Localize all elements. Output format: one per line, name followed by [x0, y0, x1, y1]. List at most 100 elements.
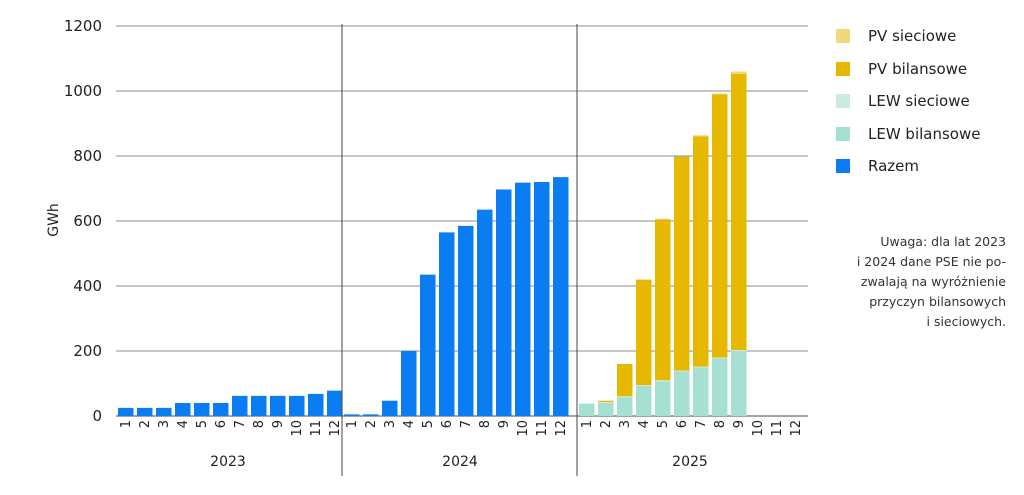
bar-segment: [712, 94, 728, 358]
bar-segment: [308, 393, 324, 416]
note: Uwaga: dla lat 2023 i 2024 dane PSE nie …: [806, 232, 1006, 332]
month-label: 6: [214, 420, 229, 428]
month-label: 11: [309, 420, 324, 437]
bar-segment: [439, 232, 455, 416]
month-label: 9: [271, 420, 286, 428]
month-label: 1: [119, 420, 134, 428]
y-tick-label: 400: [73, 277, 102, 295]
bar-segment: [693, 136, 709, 367]
bar-segment: [251, 395, 267, 416]
month-label: 9: [497, 420, 512, 428]
bar-segment: [674, 156, 690, 371]
month-label: 4: [637, 420, 652, 428]
bar-segment: [270, 395, 286, 416]
note-line: Uwaga: dla lat 2023: [880, 234, 1006, 249]
bar-segment: [674, 371, 690, 416]
month-label: 5: [195, 420, 210, 428]
bar-segment: [598, 400, 614, 402]
legend-item: PV sieciowe: [836, 20, 980, 53]
y-tick-label: 800: [73, 147, 102, 165]
bar-segment: [712, 358, 728, 416]
month-label: 1: [345, 420, 360, 428]
month-label: 2: [138, 420, 153, 428]
legend-label: PV bilansowe: [868, 59, 968, 78]
bar-segment: [420, 274, 436, 416]
month-label: 12: [789, 420, 804, 437]
month-label: 8: [713, 420, 728, 428]
month-label: 11: [535, 420, 550, 437]
month-label: 8: [478, 420, 493, 428]
bar-segment: [636, 385, 652, 386]
month-label: 10: [516, 420, 531, 437]
bar-segment: [655, 218, 671, 220]
month-label: 3: [618, 420, 633, 428]
bar-segment: [655, 380, 671, 382]
bar-segment: [617, 397, 633, 416]
bar-segment: [598, 403, 614, 416]
legend-item: Razem: [836, 150, 980, 183]
month-label: 3: [383, 420, 398, 428]
legend-label: LEW sieciowe: [868, 92, 970, 111]
bar-segment: [693, 367, 709, 416]
bar-segment: [693, 366, 709, 368]
legend-label: Razem: [868, 157, 919, 176]
bar-segment: [617, 396, 633, 398]
bar-segment: [363, 414, 379, 416]
bar-segment: [477, 209, 493, 416]
month-label: 4: [402, 420, 417, 428]
y-tick-label: 1000: [64, 82, 102, 100]
month-label: 12: [554, 420, 569, 437]
bar-segment: [496, 189, 512, 416]
bar-segment: [712, 357, 728, 359]
bar-segment: [636, 279, 652, 386]
month-label: 11: [770, 420, 785, 437]
month-label: 3: [157, 420, 172, 428]
legend-swatch: [836, 126, 850, 141]
month-label: 2: [599, 420, 614, 428]
bar-segment: [731, 350, 747, 351]
bar-segment: [515, 182, 531, 416]
bar-segment: [674, 370, 690, 372]
year-label: 2025: [672, 454, 708, 470]
bar-segment: [636, 385, 652, 416]
bar-segment: [137, 407, 153, 416]
month-label: 7: [459, 420, 474, 428]
legend-swatch: [836, 159, 850, 174]
bar-segment: [553, 177, 569, 416]
month-label: 5: [656, 420, 671, 428]
legend-label: LEW bilansowe: [868, 124, 981, 143]
month-label: 6: [440, 420, 455, 428]
bar-segment: [655, 219, 671, 381]
bar-segment: [617, 364, 633, 397]
legend-item: LEW bilansowe: [836, 118, 980, 151]
month-label: 5: [421, 420, 436, 428]
bar-segment: [327, 390, 343, 416]
y-tick-label: 0: [92, 407, 102, 425]
bar-segment: [458, 225, 474, 416]
year-label: 2023: [210, 454, 246, 470]
note-line: zwalają na wyróżnienie: [860, 274, 1006, 289]
month-label: 12: [328, 420, 343, 437]
note-line: przyczyn bilansowych: [869, 294, 1006, 309]
month-label: 6: [675, 420, 690, 428]
bar-segment: [693, 135, 709, 137]
bar-segment: [731, 351, 747, 416]
bar-segment: [731, 71, 747, 74]
month-label: 2: [364, 420, 379, 428]
bar-segment: [175, 403, 191, 416]
legend: PV sieciowe PV bilansowe LEW sieciowe LEW b…: [836, 20, 980, 183]
legend-swatch: [836, 94, 850, 109]
legend-item: PV bilansowe: [836, 53, 980, 86]
legend-swatch: [836, 61, 850, 76]
bar-segment: [382, 400, 398, 416]
bars: [118, 71, 747, 416]
bar-segment: [598, 402, 614, 403]
bar-segment: [118, 407, 134, 416]
month-label: 10: [290, 420, 305, 437]
bar-segment: [579, 403, 595, 416]
note-line: i sieciowych.: [926, 314, 1006, 329]
bar-segment: [401, 351, 417, 416]
legend-label: PV sieciowe: [868, 27, 957, 46]
